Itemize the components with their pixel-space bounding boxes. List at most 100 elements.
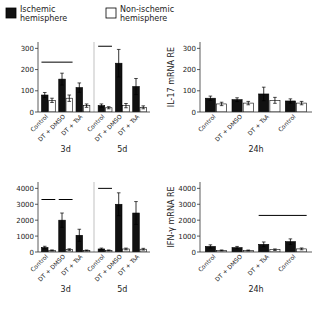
error-bar [273, 249, 277, 251]
x-tick-label: DT + TsA [246, 112, 271, 137]
error-line [237, 246, 238, 248]
legend-entry: Ischemichemisphere [20, 5, 67, 23]
y-tick-label: 100 [183, 87, 196, 95]
error-cap [107, 108, 111, 109]
error-line [263, 87, 264, 101]
error-cap [300, 101, 304, 102]
error-bar [67, 249, 71, 251]
error-cap [78, 92, 82, 93]
error-bar [273, 97, 277, 103]
error-cap [209, 244, 213, 245]
significance-line [98, 46, 112, 47]
error-line [210, 96, 211, 100]
error-line [62, 73, 63, 85]
error-cap [134, 78, 138, 79]
chart: Ischemichemisphere Non-ischemichemisphere… [0, 0, 320, 320]
error-cap [50, 250, 54, 251]
y-tick-label: 0 [192, 249, 196, 257]
error-cap [78, 241, 82, 242]
legend-line: Non-ischemic [120, 5, 174, 14]
error-cap [220, 249, 224, 250]
error-cap [300, 104, 304, 105]
error-line [125, 104, 126, 108]
error-cap [107, 106, 111, 107]
error-line [69, 95, 70, 101]
error-bar [85, 104, 89, 107]
error-bar [220, 249, 224, 251]
error-cap [235, 97, 239, 98]
y-tick [35, 48, 38, 49]
significance-line [41, 62, 72, 63]
error-cap [117, 192, 121, 193]
error-cap [246, 250, 250, 251]
error-cap [220, 105, 224, 106]
error-line [101, 104, 102, 107]
error-bar [67, 95, 71, 101]
bar [98, 249, 105, 252]
bar [123, 249, 130, 252]
error-cap [124, 103, 128, 104]
y-tick [35, 69, 38, 70]
error-line [79, 83, 80, 92]
x-tick-label: DT + TsA [246, 252, 271, 277]
error-bar [50, 98, 54, 102]
error-cap [85, 107, 89, 108]
error-bar [124, 104, 128, 108]
error-line [263, 242, 264, 247]
x-tick-label: DT + DMSO [93, 253, 123, 283]
error-cap [262, 100, 266, 101]
y-tick [35, 90, 38, 91]
y-axis-line [38, 182, 39, 252]
bar [41, 95, 48, 112]
error-cap [60, 73, 64, 74]
error-cap [262, 241, 266, 242]
error-cap [141, 105, 145, 106]
group-separator [94, 182, 95, 252]
panel: 0100200300IL-17 mRNA REControlDT + DMSOD… [167, 42, 312, 154]
error-cap [235, 101, 239, 102]
y-tick-label: 0 [30, 109, 34, 117]
error-cap [43, 246, 47, 247]
error-bar [300, 248, 304, 250]
error-line [136, 202, 137, 225]
x-tick-label: DT + TsA [60, 252, 85, 277]
x-tick-label: Control [276, 113, 297, 134]
panel: 01000200030004000ControlDT + DMSODT + Ts… [16, 182, 150, 294]
y-tick-label: 0 [192, 109, 196, 117]
error-line [210, 245, 211, 248]
y-tick [35, 188, 38, 189]
error-bar [141, 106, 145, 109]
x-tick-label: Control [196, 253, 217, 274]
error-cap [50, 249, 54, 250]
error-cap [289, 98, 293, 99]
x-tick-label: DT + TsA [116, 112, 141, 137]
x-axis-line [200, 252, 312, 253]
plot-area [41, 42, 146, 112]
x-axis-line [200, 112, 312, 113]
y-tick [197, 236, 200, 237]
x-tick-label: Control [196, 113, 217, 134]
legend-entry: Non-ischemichemisphere [120, 5, 174, 23]
error-cap [100, 107, 104, 108]
error-line [221, 102, 222, 105]
error-bar [209, 96, 213, 100]
y-tick-label: 2000 [178, 217, 196, 225]
bar [297, 249, 307, 252]
y-tick-label: 300 [183, 45, 196, 53]
panel: 01000200030004000IFN-γ mRNA REControlDT … [167, 182, 312, 294]
error-cap [246, 101, 250, 102]
x-tick-label: DT + DMSO [213, 253, 243, 283]
error-cap [100, 103, 104, 104]
x-tick-label: DT + DMSO [93, 113, 123, 143]
error-line [248, 101, 249, 104]
error-cap [67, 250, 71, 251]
error-cap [117, 77, 121, 78]
y-tick [197, 69, 200, 70]
error-bar [220, 102, 224, 105]
error-cap [134, 201, 138, 202]
error-bar [246, 250, 250, 252]
x-tick-label: DT + TsA [116, 252, 141, 277]
error-bar [117, 193, 121, 216]
error-line [237, 98, 238, 102]
error-line [44, 92, 45, 97]
